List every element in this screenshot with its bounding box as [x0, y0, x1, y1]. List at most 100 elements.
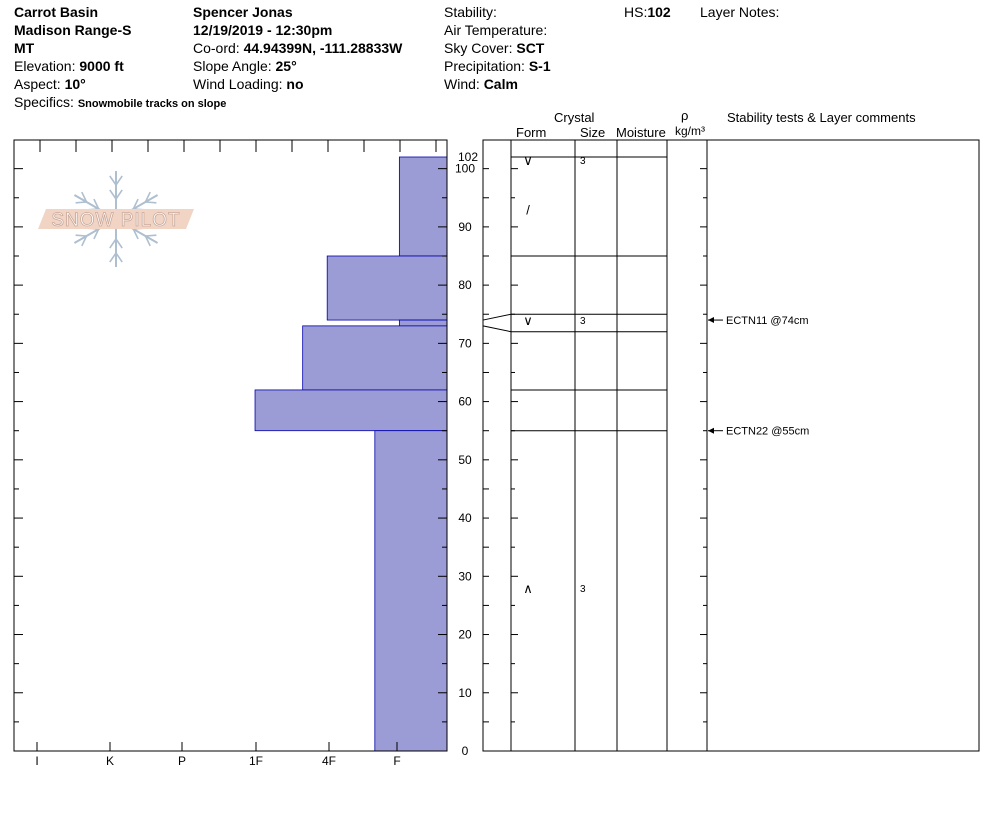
wind-loading-label: Wind Loading: [193, 76, 283, 92]
specifics: Specifics: Snowmobile tracks on slope [14, 94, 226, 113]
logo-banner [38, 209, 194, 229]
crystal-form-symbol: ∨ [523, 313, 533, 328]
snowflake-branch [145, 201, 157, 204]
hardness-bar [374, 430, 448, 752]
coordinates: Co-ord: 44.94399N, -111.28833W [193, 40, 402, 57]
snowflake-branch [75, 201, 87, 204]
wind-value: Calm [483, 76, 518, 92]
hs-tick-label: 102 [458, 150, 478, 164]
crystal-size-label: 3 [580, 316, 586, 327]
form-header: Form [516, 125, 547, 140]
snowflake-branch [145, 234, 157, 237]
aspect-value: 10° [64, 76, 86, 92]
hardness-bar [254, 389, 448, 432]
precipitation: Precipitation: S-1 [444, 58, 551, 75]
depth-tick-label: 90 [458, 220, 472, 234]
elevation-label: Elevation: [14, 58, 76, 74]
depth-tick-label: 20 [458, 628, 472, 642]
crystal-header: Crystal [554, 110, 595, 125]
crystal-symbols: ∨ 3 / ∨ 3 ∧ 3 [523, 153, 586, 596]
test-arrowhead [708, 427, 714, 434]
hardness-frame [13, 139, 448, 752]
crystal-size-label: 3 [580, 584, 586, 595]
depth-tick-label: 60 [458, 395, 472, 409]
chart-frames [13, 139, 980, 752]
logo-text: SNOW PILOT [51, 210, 180, 231]
location-name: Carrot Basin [14, 4, 99, 20]
snowflake-branch [109, 175, 117, 186]
coord-value: 44.94399N, -111.28833W [243, 40, 403, 56]
snowflake-branch [132, 228, 139, 240]
air-temp-label: Air Temperature: [444, 22, 548, 38]
depth-tick-label: 30 [458, 569, 472, 583]
layer-notes-label: Layer Notes: [700, 4, 780, 20]
snowflake-branch [93, 228, 100, 240]
wind: Wind: Calm [444, 76, 518, 93]
elevation-value: 9000 ft [79, 58, 124, 74]
moisture-header: Moisture [616, 125, 666, 140]
depth-tick-label: 10 [458, 686, 472, 700]
snowflake-branch [144, 191, 151, 203]
depth-tick-label: 80 [458, 278, 472, 292]
density-unit-header: kg/m³ [675, 124, 705, 138]
hardness-tick-label: P [178, 754, 186, 768]
depth-tick-label: 70 [458, 336, 472, 350]
boundary-connector [482, 313, 512, 321]
hardness-bar [398, 319, 448, 327]
coord-label: Co-ord: [193, 40, 240, 56]
observation-datetime: 12/19/2019 - 12:30pm [193, 22, 333, 38]
tick-marks [14, 140, 707, 752]
wind-label: Wind: [444, 76, 480, 92]
snowflake-branch [75, 234, 87, 237]
aspect: Aspect: 10° [14, 76, 86, 93]
comments-header: Stability tests & Layer comments [727, 110, 916, 125]
snowflake-branch [109, 252, 117, 263]
depth-tick-label: 100 [455, 162, 475, 176]
slope-angle: Slope Angle: 25° [193, 58, 297, 75]
snowpilot-logo: SNOW PILOT [38, 171, 194, 267]
stability-tests: ECTN11 @74cm ECTN22 @55cm [708, 315, 809, 438]
snowflake-branch [81, 235, 88, 247]
snowflake-branch [115, 238, 123, 249]
stability-test-label: ECTN22 @55cm [726, 426, 809, 438]
test-arrowhead [708, 317, 714, 324]
precip-label: Precipitation: [444, 58, 525, 74]
slope-label: Slope Angle: [193, 58, 272, 74]
snowflake-branch [93, 198, 100, 210]
hs: HS:102 [624, 4, 671, 21]
hardness-tick-label: 4F [322, 754, 336, 768]
elevation: Elevation: 9000 ft [14, 58, 124, 75]
snowflake-branch [144, 235, 151, 247]
sky-label: Sky Cover: [444, 40, 513, 56]
hardness-tick-label: 1F [249, 754, 263, 768]
snowflake-branch [109, 189, 117, 200]
wind-loading: Wind Loading: no [193, 76, 304, 93]
depth-tick-label: 0 [462, 744, 469, 758]
hardness-bar [398, 156, 448, 257]
state-name: MT [14, 40, 35, 56]
crystal-form-symbol: ∨ [523, 153, 533, 168]
rho-header: ρ [681, 108, 689, 123]
range-name: Madison Range-S [14, 22, 132, 38]
slope-value: 25° [275, 58, 297, 74]
snowflake-branch [115, 175, 123, 186]
aspect-label: Aspect: [14, 76, 61, 92]
snowflake-branch [132, 198, 139, 210]
layer-frame [482, 139, 980, 752]
hardness-bars [254, 156, 448, 752]
stability-test-label: ECTN11 @74cm [726, 315, 808, 327]
hardness-tick-label: I [35, 754, 38, 768]
boundary-connector [482, 325, 512, 333]
wind-loading-value: no [286, 76, 304, 92]
snowflake-branch [81, 191, 88, 203]
hs-value: 102 [647, 4, 671, 20]
sky-cover: Sky Cover: SCT [444, 40, 544, 57]
precip-value: S-1 [528, 58, 551, 74]
specifics-value: Snowmobile tracks on slope [77, 98, 227, 110]
layer-lines [482, 156, 667, 432]
specifics-label: Specifics: [14, 94, 74, 110]
depth-tick-label: 50 [458, 453, 472, 467]
hardness-tick-label: F [393, 754, 400, 768]
